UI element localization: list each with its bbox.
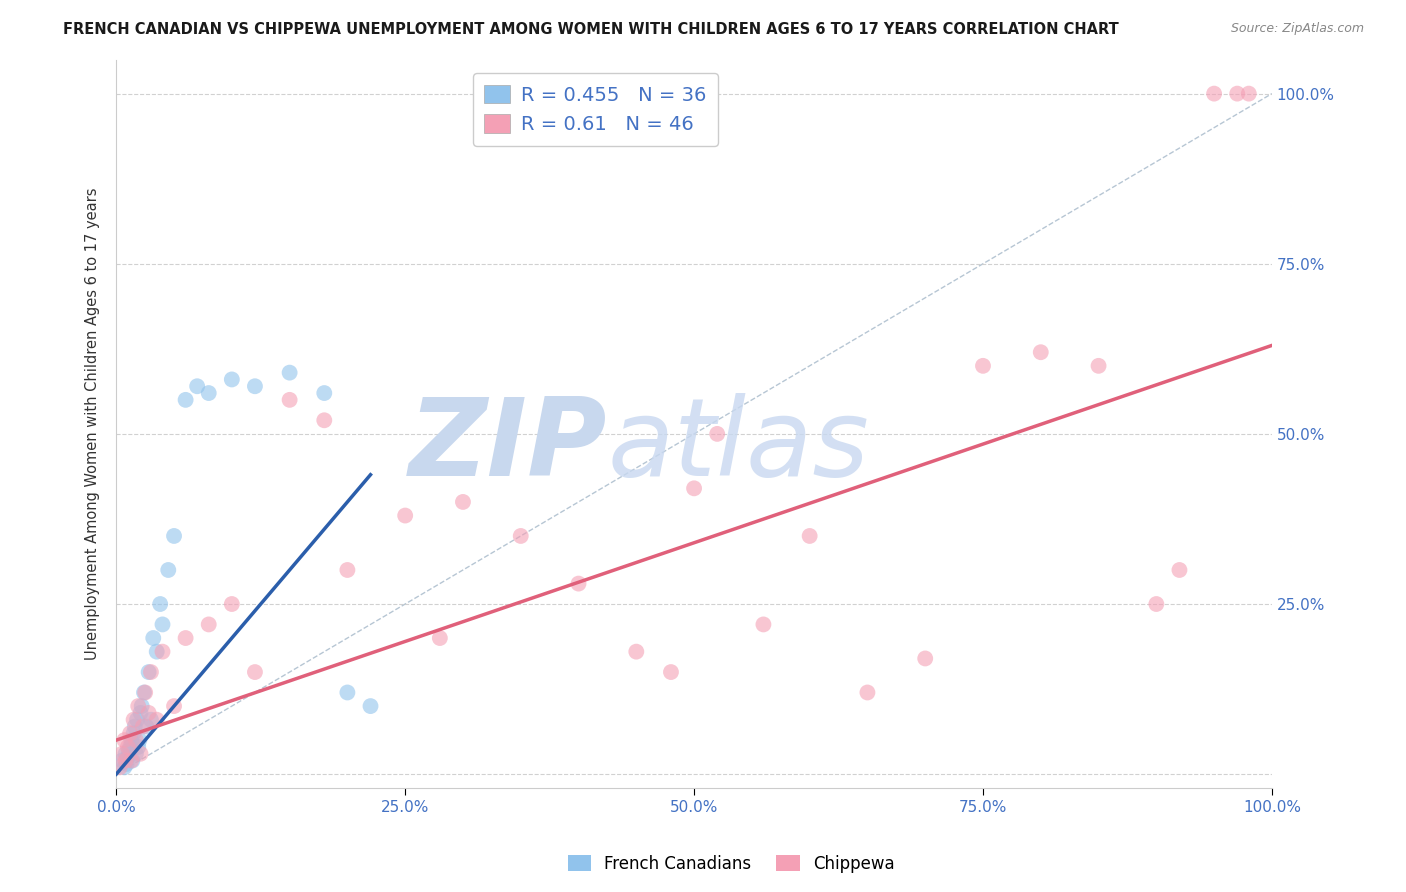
Point bbox=[149, 597, 172, 611]
Point bbox=[132, 685, 155, 699]
Point bbox=[186, 379, 208, 393]
Point bbox=[134, 685, 156, 699]
Point bbox=[152, 617, 174, 632]
Point bbox=[626, 645, 648, 659]
Point bbox=[114, 754, 136, 768]
Point bbox=[429, 631, 451, 645]
Point bbox=[142, 631, 165, 645]
Text: Source: ZipAtlas.com: Source: ZipAtlas.com bbox=[1230, 22, 1364, 36]
Point bbox=[111, 747, 134, 761]
Point bbox=[799, 529, 821, 543]
Point bbox=[122, 713, 145, 727]
Point bbox=[125, 713, 148, 727]
Point bbox=[1226, 87, 1249, 101]
Point bbox=[112, 760, 135, 774]
Point bbox=[125, 747, 148, 761]
Point bbox=[1144, 597, 1167, 611]
Point bbox=[314, 413, 336, 427]
Point bbox=[139, 713, 162, 727]
Point bbox=[120, 739, 142, 754]
Legend: R = 0.455   N = 36, R = 0.61   N = 46: R = 0.455 N = 36, R = 0.61 N = 46 bbox=[472, 73, 718, 146]
Point bbox=[120, 754, 142, 768]
Point bbox=[125, 733, 148, 747]
Point bbox=[972, 359, 994, 373]
Point bbox=[129, 747, 152, 761]
Point bbox=[139, 665, 162, 679]
Point bbox=[128, 733, 150, 747]
Point bbox=[124, 719, 146, 733]
Point bbox=[112, 733, 135, 747]
Point bbox=[197, 617, 219, 632]
Point bbox=[1168, 563, 1191, 577]
Point bbox=[152, 645, 174, 659]
Point bbox=[360, 699, 382, 714]
Point bbox=[121, 754, 143, 768]
Point bbox=[706, 426, 728, 441]
Point bbox=[278, 366, 301, 380]
Point bbox=[117, 750, 139, 764]
Point bbox=[108, 760, 131, 774]
Point bbox=[1237, 87, 1260, 101]
Point bbox=[314, 386, 336, 401]
Point bbox=[127, 739, 149, 754]
Point bbox=[115, 756, 138, 771]
Point bbox=[145, 645, 167, 659]
Point bbox=[1204, 87, 1226, 101]
Point bbox=[120, 733, 142, 747]
Point bbox=[138, 665, 160, 679]
Point bbox=[914, 651, 936, 665]
Point bbox=[567, 576, 589, 591]
Point bbox=[118, 743, 141, 757]
Point bbox=[197, 386, 219, 401]
Point bbox=[163, 699, 186, 714]
Point bbox=[163, 529, 186, 543]
Y-axis label: Unemployment Among Women with Children Ages 6 to 17 years: Unemployment Among Women with Children A… bbox=[86, 187, 100, 660]
Text: FRENCH CANADIAN VS CHIPPEWA UNEMPLOYMENT AMONG WOMEN WITH CHILDREN AGES 6 TO 17 : FRENCH CANADIAN VS CHIPPEWA UNEMPLOYMENT… bbox=[63, 22, 1118, 37]
Legend: French Canadians, Chippewa: French Canadians, Chippewa bbox=[561, 848, 901, 880]
Point bbox=[157, 563, 180, 577]
Point bbox=[509, 529, 531, 543]
Point bbox=[451, 495, 474, 509]
Point bbox=[132, 719, 155, 733]
Point bbox=[122, 726, 145, 740]
Point bbox=[120, 726, 142, 740]
Point bbox=[145, 713, 167, 727]
Point bbox=[114, 747, 136, 761]
Text: atlas: atlas bbox=[607, 393, 869, 498]
Point bbox=[129, 706, 152, 720]
Point bbox=[174, 392, 197, 407]
Point bbox=[659, 665, 682, 679]
Point bbox=[278, 392, 301, 407]
Point bbox=[243, 379, 266, 393]
Point bbox=[138, 706, 160, 720]
Point bbox=[131, 699, 153, 714]
Point bbox=[174, 631, 197, 645]
Point bbox=[221, 597, 243, 611]
Point bbox=[221, 372, 243, 386]
Point bbox=[1029, 345, 1052, 359]
Point bbox=[683, 481, 706, 495]
Point bbox=[117, 739, 139, 754]
Point bbox=[1087, 359, 1109, 373]
Point bbox=[336, 685, 359, 699]
Point bbox=[394, 508, 416, 523]
Point bbox=[111, 754, 134, 768]
Point bbox=[752, 617, 775, 632]
Point bbox=[127, 699, 149, 714]
Point bbox=[243, 665, 266, 679]
Point bbox=[856, 685, 879, 699]
Point bbox=[135, 719, 157, 733]
Point bbox=[336, 563, 359, 577]
Text: ZIP: ZIP bbox=[409, 392, 607, 499]
